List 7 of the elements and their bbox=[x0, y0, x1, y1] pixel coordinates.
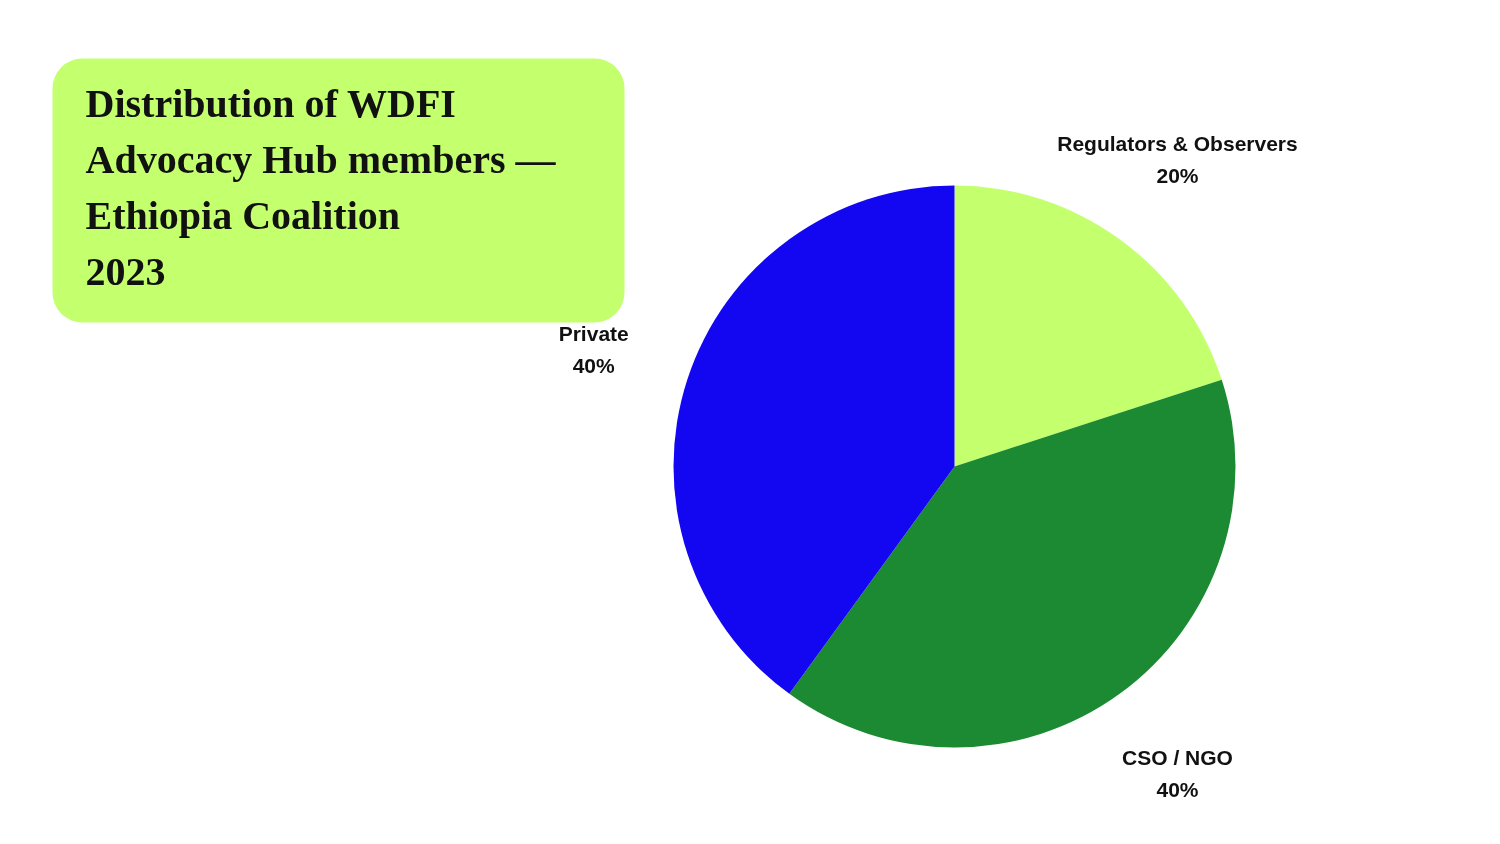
data-label: 40% bbox=[572, 353, 616, 377]
data-label: 20% bbox=[1156, 164, 1199, 188]
text: Distribution of WDFI Advocacy Hub members — Ethiopia Coalition 2023 bbox=[85, 80, 557, 295]
slice-label: Regulators & Observers bbox=[1057, 132, 1298, 155]
slice-label: Private bbox=[558, 321, 629, 345]
slice-label: CSO / NGO bbox=[1122, 745, 1233, 769]
data-label: 40% bbox=[1156, 778, 1199, 801]
